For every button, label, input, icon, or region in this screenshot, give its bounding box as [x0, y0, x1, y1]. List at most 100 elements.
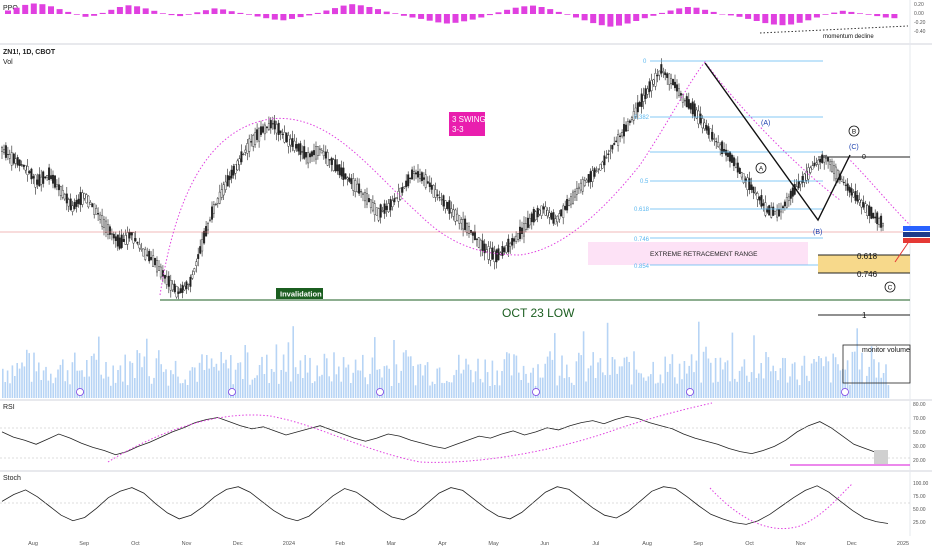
volume-bar: [112, 365, 114, 398]
price-tag-red: [903, 238, 930, 243]
volume-bar: [405, 350, 407, 398]
volume-bar: [678, 363, 681, 398]
candle-body: [193, 268, 196, 272]
candle-body: [538, 209, 541, 215]
time-tick: Aug: [28, 541, 38, 547]
volume-bar: [419, 363, 422, 398]
candle-body: [393, 198, 396, 203]
volume-bar: [304, 355, 306, 398]
event-marker: [532, 388, 540, 396]
ppo-bar: [547, 9, 554, 14]
volume-bar: [614, 359, 616, 398]
volume-bar: [705, 346, 707, 398]
volume-bar: [465, 358, 467, 398]
candle-body: [715, 141, 718, 143]
candle-body: [864, 203, 867, 213]
volume-bar: [700, 382, 702, 398]
volume-bar: [455, 369, 458, 398]
candle-body: [6, 153, 9, 155]
wave-C-circle: [884, 281, 896, 293]
volume-bar: [141, 367, 143, 398]
volume-bar: [815, 361, 818, 398]
candle-body: [252, 134, 255, 147]
candle-body: [360, 190, 363, 193]
volume-bar: [100, 374, 102, 398]
volume-bar: [578, 352, 580, 398]
stoch-tick: 25.00: [913, 520, 926, 526]
candle-body: [403, 186, 406, 189]
volume-bar: [170, 370, 172, 398]
candle-body: [426, 181, 429, 184]
candle-body: [878, 218, 881, 225]
candle-body: [344, 173, 347, 179]
volume-bar: [878, 362, 880, 398]
volume-bar: [45, 366, 47, 398]
candle-body: [532, 208, 535, 223]
ppo-bar: [633, 14, 640, 21]
candle-body: [458, 215, 461, 224]
candle-body: [422, 177, 425, 180]
volume-bar: [153, 377, 155, 398]
candle-body: [144, 249, 147, 260]
volume-bar: [549, 351, 551, 398]
ppo-bar: [357, 5, 364, 15]
volume-bar: [654, 383, 657, 398]
candle-body: [436, 194, 439, 197]
candle-body: [254, 132, 257, 145]
candle-body: [420, 172, 423, 182]
volume-bar: [635, 369, 638, 398]
candle-body: [444, 200, 447, 209]
volume-bar: [182, 383, 184, 398]
ppo-bar: [521, 6, 528, 14]
price-tag-navy: [903, 232, 930, 237]
volume-bar: [738, 370, 741, 398]
candle-body: [108, 226, 111, 235]
volume-bar: [470, 369, 472, 398]
candle-body: [358, 183, 361, 194]
candle-body: [140, 248, 143, 250]
volume-bar: [453, 375, 455, 398]
ppo-bar: [736, 14, 743, 17]
volume-bar: [206, 355, 208, 398]
volume-bar: [873, 359, 875, 398]
candle-body: [224, 181, 227, 190]
candle-body: [271, 123, 274, 125]
ppo-label: PPO: [3, 5, 18, 12]
ppo-bar: [891, 14, 898, 19]
volume-bar: [390, 386, 393, 398]
candle-body: [14, 158, 17, 164]
volume-bar: [854, 351, 856, 398]
candle-body: [528, 218, 531, 226]
candle-body: [856, 194, 859, 202]
volume-histogram: [2, 321, 890, 398]
ppo-bar: [486, 14, 493, 16]
ppo-tick: 0.20: [914, 2, 924, 8]
ppo-bar: [822, 14, 829, 15]
volume-bar: [16, 363, 18, 398]
volume-bar: [875, 377, 878, 398]
candle-body: [697, 110, 700, 125]
volume-bar: [57, 369, 59, 398]
candle-body: [309, 153, 312, 158]
time-tick: Feb: [335, 541, 344, 547]
candle-body: [269, 120, 272, 129]
candle-body: [114, 236, 117, 242]
price-candles: [0, 58, 903, 300]
candle-body: [218, 191, 221, 204]
candle-body: [397, 191, 400, 202]
volume-bar: [434, 384, 436, 398]
volume-bar: [616, 373, 618, 398]
candle-body: [534, 211, 537, 221]
volume-bar: [424, 365, 426, 398]
candle-body: [658, 70, 661, 76]
candle-body: [736, 162, 739, 173]
ppo-tick: -0.20: [914, 20, 926, 26]
ppo-bar: [684, 7, 691, 14]
ppo-bar: [82, 14, 89, 17]
candle-body: [854, 190, 857, 201]
ppo-bar: [762, 14, 769, 24]
ppo-bar: [22, 4, 29, 15]
ppo-bar: [185, 14, 192, 15]
candle-body: [234, 164, 237, 174]
